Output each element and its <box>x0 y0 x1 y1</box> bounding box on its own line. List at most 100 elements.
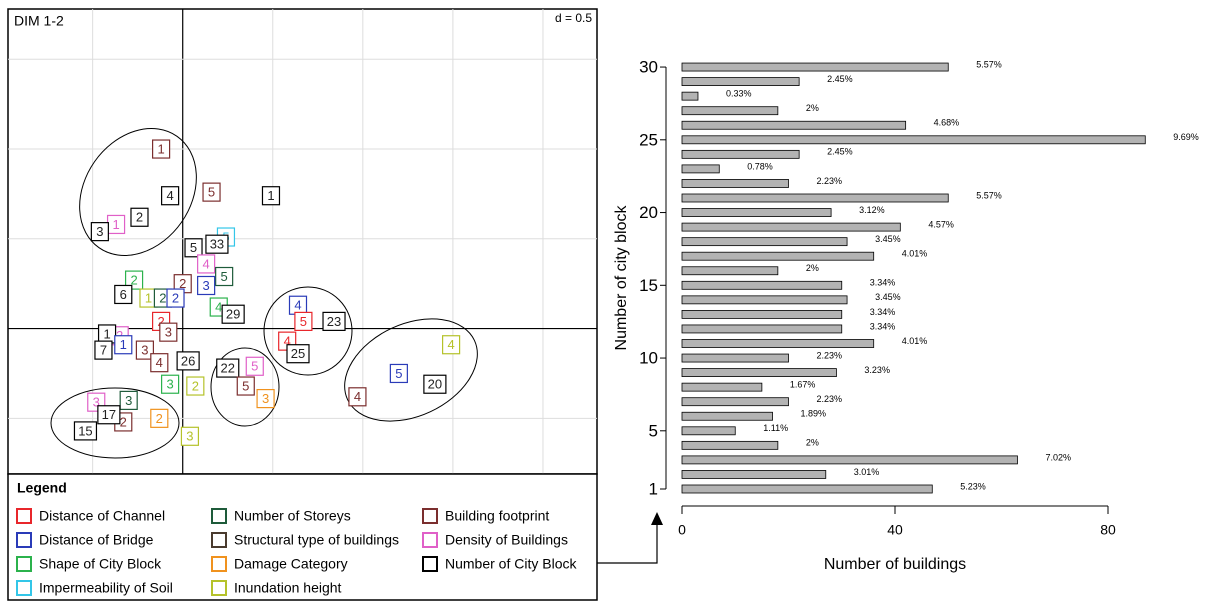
percent-label: 1.89% <box>801 409 827 419</box>
point-label: 4 <box>447 337 454 352</box>
point-box <box>73 421 98 441</box>
point-label: 7 <box>100 343 107 358</box>
point-box <box>114 284 133 305</box>
percent-label: 2.23% <box>817 350 843 360</box>
point-label: 3 <box>141 343 148 358</box>
bar <box>681 208 832 217</box>
point-box <box>135 340 154 360</box>
cluster-ellipse <box>79 128 197 256</box>
point-box <box>161 186 180 206</box>
point-box <box>166 288 185 308</box>
point-box <box>97 405 121 425</box>
point-label: 4 <box>354 389 361 404</box>
percent-label: 5.57% <box>976 190 1002 200</box>
point-box <box>90 222 109 242</box>
bar <box>681 440 779 450</box>
bar <box>681 237 848 247</box>
legend-label: Number of City Block <box>445 556 577 572</box>
point-box <box>197 275 216 296</box>
percent-label: 3.34% <box>870 321 896 331</box>
bar <box>681 222 901 232</box>
cluster-ellipse <box>210 347 280 427</box>
point-label: 23 <box>327 314 341 329</box>
legend-swatch <box>211 508 227 524</box>
legend-swatch <box>211 556 227 572</box>
point-label: 4 <box>203 256 210 271</box>
percent-label: 4.57% <box>928 219 954 229</box>
point-box <box>180 426 200 446</box>
point-box <box>114 335 133 355</box>
point-label: 2 <box>172 290 179 305</box>
cluster-ellipse <box>344 318 478 422</box>
legend-frame <box>7 473 598 601</box>
point-label: 4 <box>284 334 291 349</box>
bar <box>681 368 837 378</box>
bar <box>681 411 773 421</box>
percent-label: 3.45% <box>875 234 901 244</box>
point-box <box>176 351 200 371</box>
point-box <box>261 186 281 206</box>
legend-swatch <box>422 556 438 572</box>
percent-label: 3.34% <box>870 278 896 288</box>
percent-label: 3.34% <box>870 307 896 317</box>
bar <box>681 179 789 188</box>
point-label: 3 <box>96 224 103 239</box>
percent-label: 2.23% <box>817 176 843 186</box>
plot-frame <box>7 8 598 475</box>
y-tick-label: 10 <box>639 349 658 368</box>
point-box <box>184 238 203 258</box>
bar <box>681 91 699 101</box>
point-label: 3 <box>262 391 269 406</box>
grid-annotation: d = 0.5 <box>555 11 592 25</box>
point-label: 15 <box>78 423 92 438</box>
legend-label: Inundation height <box>234 580 342 596</box>
legend-swatch <box>16 556 32 572</box>
legend-label: Distance of Channel <box>39 508 165 524</box>
cluster-ellipse <box>50 387 180 459</box>
bar <box>681 62 949 72</box>
connector-arrow <box>651 512 663 525</box>
percent-label: 5.23% <box>960 481 986 491</box>
point-label: 6 <box>120 287 127 302</box>
point-label: 5 <box>208 185 215 200</box>
x-tick-label: 80 <box>1100 522 1116 538</box>
point-label: 22 <box>221 361 235 376</box>
bar <box>681 426 736 436</box>
percent-label: 3.01% <box>854 467 880 477</box>
point-label: 1 <box>157 141 164 156</box>
percent-label: 7.02% <box>1045 452 1071 462</box>
legend-label: Structural type of buildings <box>234 532 399 548</box>
connector <box>597 520 658 564</box>
bar <box>681 295 848 305</box>
y-tick-label: 20 <box>639 203 658 222</box>
x-tick-label: 40 <box>887 522 903 538</box>
legend-label: Density of Buildings <box>445 532 568 548</box>
percent-label: 2% <box>806 263 819 273</box>
percent-label: 9.69% <box>1173 132 1199 142</box>
legend-label: Building footprint <box>445 508 549 524</box>
point-label: 5 <box>221 269 228 284</box>
point-box <box>256 388 275 409</box>
point-label: 17 <box>102 407 116 422</box>
bar <box>681 135 1146 145</box>
legend-swatch <box>211 580 227 596</box>
point-label: 5 <box>300 314 307 329</box>
point-box <box>150 353 169 373</box>
point-label: 4 <box>166 188 173 203</box>
point-label: 25 <box>291 346 305 361</box>
bar <box>681 106 779 116</box>
point-label: 1 <box>103 326 110 341</box>
point-box <box>389 363 408 384</box>
cluster-ellipse <box>263 286 353 376</box>
y-tick-label: 1 <box>649 479 658 498</box>
bar <box>681 164 720 174</box>
point-box <box>215 266 234 287</box>
percent-label: 3.45% <box>875 292 901 302</box>
point-label: 2 <box>159 290 166 305</box>
bar <box>681 251 875 261</box>
point-label: 1 <box>145 290 152 305</box>
percent-label: 1.67% <box>790 380 816 390</box>
percent-label: 3.23% <box>864 365 890 375</box>
point-box <box>423 374 447 394</box>
point-label: 4 <box>294 298 301 313</box>
